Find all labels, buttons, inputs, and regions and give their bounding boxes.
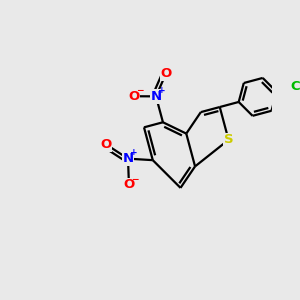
Text: O: O <box>160 67 172 80</box>
Text: N: N <box>150 90 162 103</box>
Text: +: + <box>158 86 166 95</box>
Text: −: − <box>136 86 143 95</box>
Text: O: O <box>100 138 112 151</box>
Text: +: + <box>130 148 138 158</box>
Text: O: O <box>123 178 135 191</box>
Text: Cl: Cl <box>290 80 300 93</box>
Text: −: − <box>131 175 138 184</box>
Text: N: N <box>122 152 134 165</box>
Text: S: S <box>224 133 233 146</box>
Text: O: O <box>128 90 139 103</box>
